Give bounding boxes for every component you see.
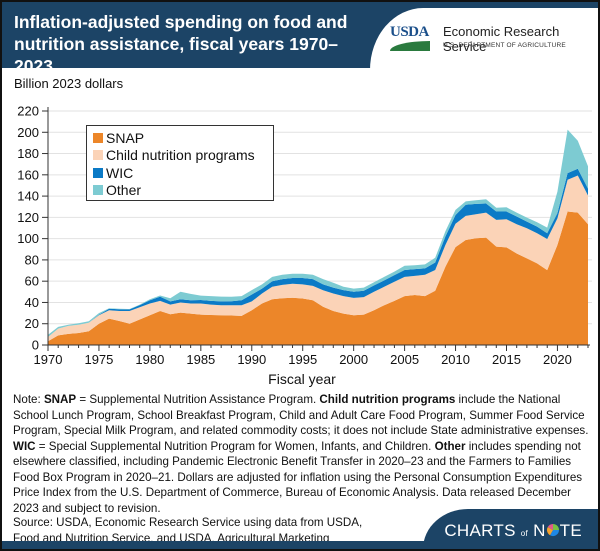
usda-logo-text: USDA <box>390 24 429 40</box>
x-tick-label: 1975 <box>84 352 113 367</box>
legend-label: SNAP <box>106 129 145 146</box>
legend-item: SNAP <box>93 129 273 147</box>
charts-of-note-logo: CHARTS of N TE <box>444 521 582 541</box>
y-tick-label: 120 <box>17 210 39 225</box>
x-tick-label: 2015 <box>492 352 521 367</box>
note-text: include the National School Lunch Progra… <box>13 393 589 437</box>
brand-text-of: of <box>520 529 529 538</box>
y-tick-label: 40 <box>25 295 39 310</box>
x-tick-label: 1995 <box>288 352 317 367</box>
x-axis-title: Fiscal year <box>268 371 336 387</box>
stacked-area-chart: 0 20 40 60 80 100 120 140 160 180 200 220 1970 1975 19… <box>17 104 592 367</box>
legend-item: WIC <box>93 164 273 182</box>
note-term: Other <box>434 439 466 453</box>
y-tick-label: 200 <box>17 125 39 140</box>
legend-swatch <box>93 167 103 178</box>
pie-chart-icon <box>546 524 559 537</box>
legend-swatch <box>93 132 103 143</box>
y-tick-label: 20 <box>25 316 39 331</box>
note-text: = Supplemental Nutrition Assistance Prog… <box>76 393 320 406</box>
chart-legend: SNAP Child nutrition programs WIC Other <box>86 125 274 201</box>
agency-logo-panel: USDA Economic Research Service U.S. DEPA… <box>370 8 598 70</box>
charts-of-note-banner: CHARTS of N TE <box>423 509 598 549</box>
legend-label: Other <box>106 182 142 199</box>
area-snap <box>48 211 588 345</box>
y-tick-label: 160 <box>17 167 39 182</box>
x-tick-label: 1970 <box>34 352 63 367</box>
y-tick-label: 140 <box>17 189 39 204</box>
chart-note: Note: SNAP = Supplemental Nutrition Assi… <box>13 392 593 516</box>
note-prefix: Note: <box>13 393 44 406</box>
header-banner: Inflation-adjusted spending on food and … <box>2 2 598 76</box>
y-tick-label: 60 <box>25 274 39 289</box>
usda-field-graphic <box>390 41 430 51</box>
y-tick-label: 180 <box>17 146 39 161</box>
legend-swatch <box>93 185 103 196</box>
legend-swatch <box>93 150 103 161</box>
note-text: includes spending not elsewhere classifi… <box>13 439 583 515</box>
legend-item: Child nutrition programs <box>93 147 273 165</box>
department-name: U.S. DEPARTMENT OF AGRICULTURE <box>443 42 566 49</box>
brand-text-charts: CHARTS <box>444 521 516 540</box>
legend-label: WIC <box>106 164 134 181</box>
note-text: = Special Supplemental Nutrition Program… <box>35 439 435 453</box>
chart-title: Inflation-adjusted spending on food and … <box>14 12 348 76</box>
y-tick-label: 80 <box>25 252 39 267</box>
x-tick-label: 1990 <box>237 352 266 367</box>
y-tick-label: 100 <box>17 231 39 246</box>
x-tick-label: 2020 <box>543 352 572 367</box>
agency-name: Economic Research Service <box>443 24 560 54</box>
note-term: Child nutrition programs <box>319 393 456 406</box>
note-term: SNAP <box>43 393 77 406</box>
brand-text-n: N <box>533 521 546 540</box>
x-tick-label: 2000 <box>339 352 368 367</box>
y-tick-label: 220 <box>17 104 39 119</box>
x-tick-label: 2005 <box>390 352 419 367</box>
y-axis-unit-label: Billion 2023 dollars <box>14 76 124 91</box>
legend-item: Other <box>93 182 273 200</box>
y-tick-label: 0 <box>32 338 39 353</box>
legend-label: Child nutrition programs <box>106 147 255 164</box>
footer-band <box>2 541 598 549</box>
brand-text-te: TE <box>559 521 582 540</box>
x-tick-label: 1980 <box>135 352 164 367</box>
note-term: WIC <box>13 439 36 453</box>
usda-logo-icon: USDA <box>390 24 434 56</box>
x-tick-label: 2010 <box>441 352 470 367</box>
x-tick-label: 1985 <box>186 352 215 367</box>
